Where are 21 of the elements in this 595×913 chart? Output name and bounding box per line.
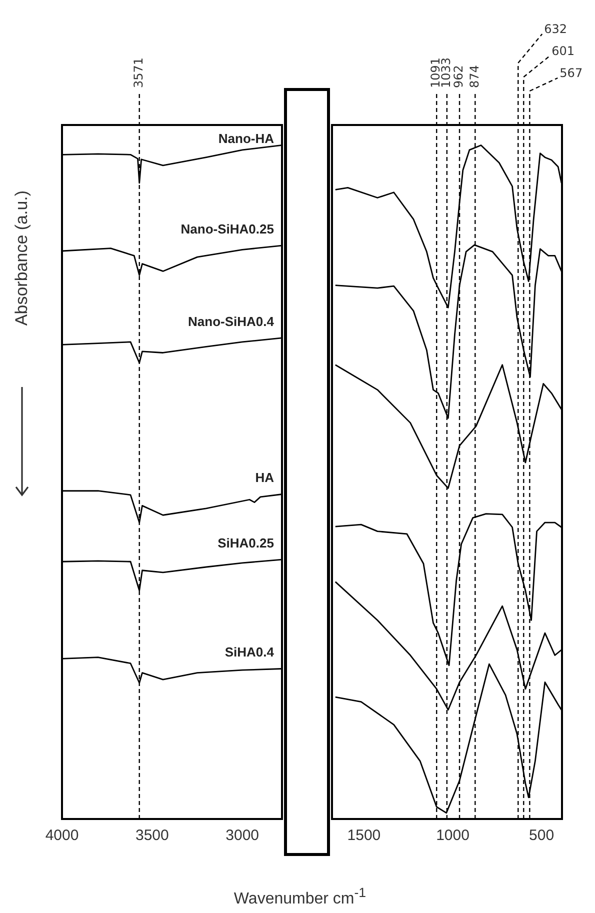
- ref-line-label: 1033: [439, 57, 454, 88]
- ref-line-label: 874: [467, 65, 482, 88]
- series-label: Nano-HA: [218, 131, 275, 146]
- x-tick-label: 500: [529, 827, 554, 844]
- ref-line-label: 567: [560, 66, 583, 80]
- ref-line-label: 632: [544, 22, 568, 36]
- y-axis-title: Absorbance (a.u.): [12, 190, 32, 326]
- x-tick-label: 4000: [45, 827, 79, 844]
- series-label: Nano-SiHA0.4: [188, 314, 275, 329]
- x-tick-label: 1000: [436, 827, 470, 844]
- ref-line-label: 601: [552, 44, 575, 58]
- series-label: Nano-SiHA0.25: [180, 222, 274, 237]
- series-label: HA: [255, 470, 275, 486]
- x-tick-label: 1500: [347, 827, 381, 844]
- ref-line-label: 962: [452, 65, 466, 88]
- x-axis-title: Wavenumber cm$^{-1}$: [234, 885, 366, 908]
- series-label: SiHA0.4: [224, 644, 275, 660]
- x-tick-label: 3000: [226, 827, 260, 844]
- series-label: SiHA0.25: [218, 536, 274, 551]
- x-tick-label: 3500: [135, 827, 169, 844]
- ref-line-label: 3571: [131, 57, 146, 88]
